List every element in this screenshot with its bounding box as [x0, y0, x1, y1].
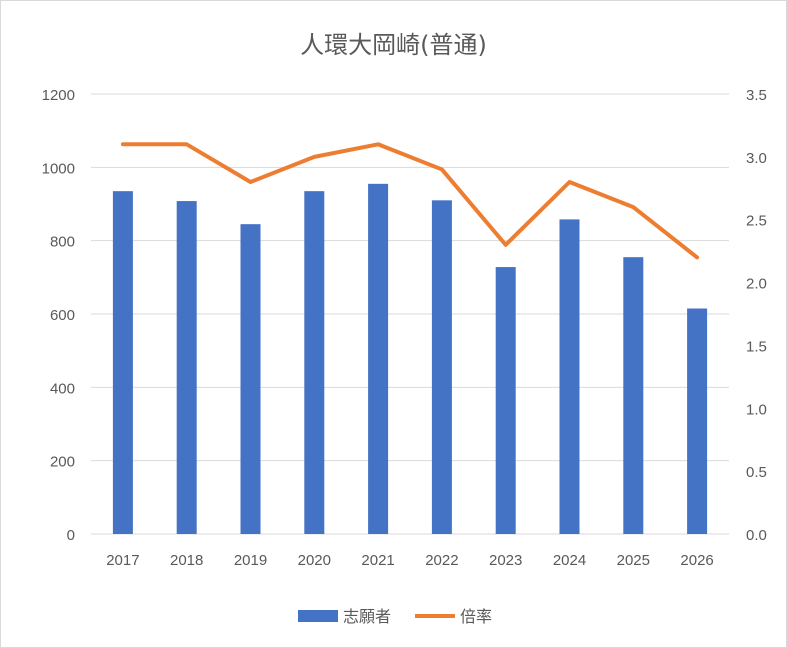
axis-labels: 0 200 400 600 800 1000 1200 0.0 0.5 1.0 1.5 2.0 2.5 3…	[42, 87, 767, 569]
y-right-tick-label: 3.5	[746, 87, 767, 104]
y-right-tick-label: 1.0	[746, 401, 767, 418]
y-right-tick-label: 3.0	[746, 150, 767, 167]
chart-title: 人環大岡崎(普通)	[300, 31, 487, 59]
bar	[687, 308, 708, 534]
legend-label-line: 倍率	[460, 608, 492, 626]
x-tick-label: 2019	[234, 552, 267, 569]
x-tick-label: 2017	[106, 552, 139, 569]
bar	[559, 219, 580, 534]
x-tick-label: 2026	[680, 552, 713, 569]
y-right-tick-label: 0.0	[746, 527, 767, 544]
y-right-tick-label: 2.5	[746, 213, 767, 230]
gridlines	[91, 93, 729, 535]
x-tick-label: 2025	[617, 552, 650, 569]
y-right-tick-label: 0.5	[746, 464, 767, 481]
series-line	[120, 142, 700, 260]
bar	[495, 267, 516, 534]
bar	[304, 191, 325, 534]
x-tick-label: 2022	[425, 552, 458, 569]
y-left-tick-label: 1200	[42, 87, 75, 104]
y-left-tick-label: 200	[50, 454, 75, 471]
line-series	[120, 142, 700, 260]
x-tick-label: 2021	[361, 552, 394, 569]
x-tick-label: 2023	[489, 552, 522, 569]
bar	[431, 200, 452, 535]
x-tick-label: 2020	[298, 552, 331, 569]
y-left-tick-label: 0	[67, 527, 75, 544]
bar	[623, 257, 644, 534]
x-tick-label: 2024	[553, 552, 586, 569]
y-left-tick-label: 600	[50, 307, 75, 324]
legend-label-bar: 志願者	[343, 608, 391, 626]
bar	[176, 201, 197, 535]
legend: 志願者 倍率	[298, 608, 492, 626]
bar	[240, 224, 261, 534]
y-right-tick-label: 1.5	[746, 338, 767, 355]
y-left-tick-label: 800	[50, 234, 75, 251]
y-left-tick-label: 1000	[42, 160, 75, 177]
bar	[112, 191, 133, 534]
y-right-tick-label: 2.0	[746, 276, 767, 293]
bar	[368, 183, 389, 535]
x-tick-label: 2018	[170, 552, 203, 569]
bar-series	[112, 183, 708, 535]
legend-swatch-bar	[298, 610, 338, 622]
y-left-tick-label: 400	[50, 380, 75, 397]
